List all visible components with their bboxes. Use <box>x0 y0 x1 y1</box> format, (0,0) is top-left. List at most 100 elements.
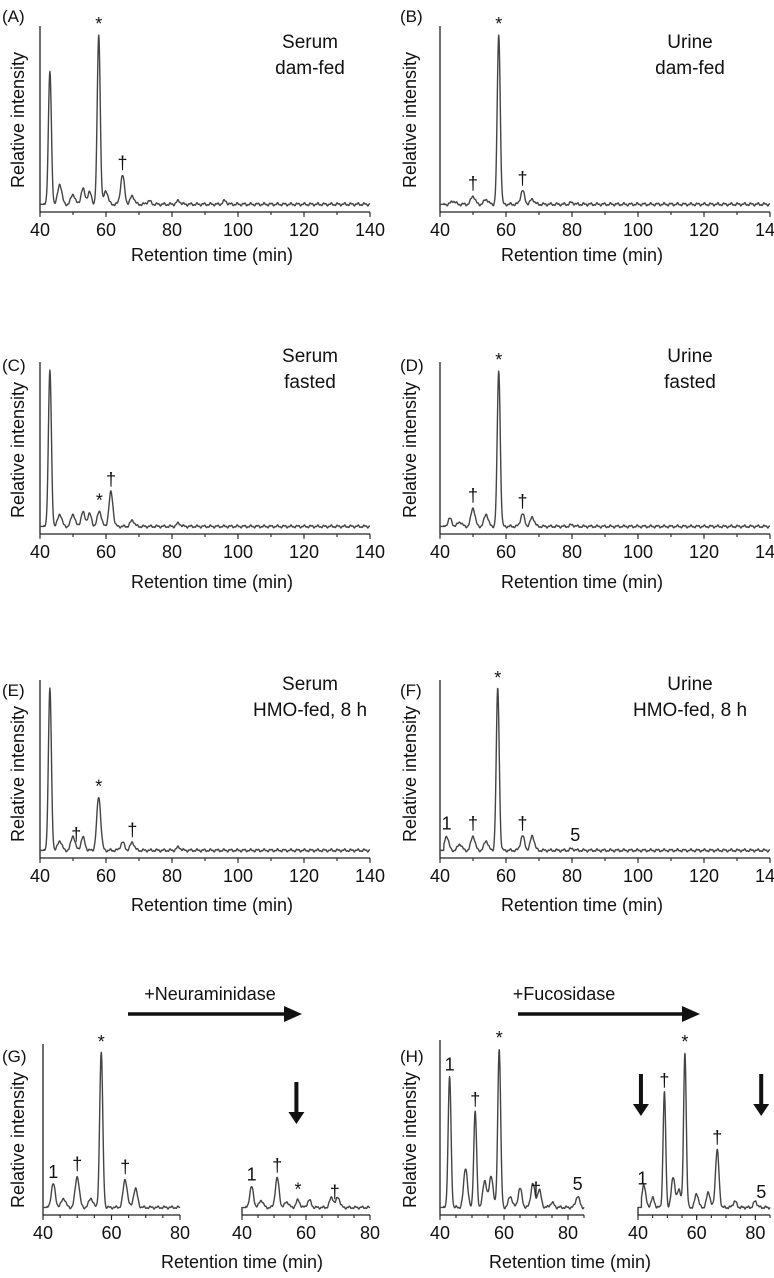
peak-annotation: † <box>106 470 116 490</box>
chromatogram-trace <box>241 1176 371 1210</box>
enzyme-treatment-arrow: +Fucosidase <box>513 984 700 1022</box>
peak-annotation: * <box>98 1032 105 1052</box>
x-tick-label: 80 <box>162 220 182 240</box>
y-axis-label: Relative intensity <box>400 52 420 188</box>
chromatogram-trace <box>637 1052 771 1210</box>
x-tick-label: 40 <box>33 1223 53 1243</box>
chart-panel-7: 40 60 80 (G) Relative intensity Retention tim… <box>2 1032 323 1272</box>
chromatogram-trace <box>39 34 371 207</box>
x-axis-label: Retention time (min) <box>501 572 663 592</box>
y-axis-label: Relative intensity <box>400 382 420 518</box>
chart-panel-5: 40 60 80 100 120 140 (E) Relative intensity Rete… <box>2 674 385 915</box>
x-tick-label: 60 <box>296 1223 316 1243</box>
x-tick-label: 60 <box>496 866 516 886</box>
down-arrow-head <box>632 1104 649 1116</box>
x-tick-label: 40 <box>430 220 450 240</box>
x-tick-label: 40 <box>30 542 50 562</box>
peak-annotation: † <box>517 813 527 833</box>
sample-title-line: Serum <box>282 32 338 53</box>
x-tick-label: 80 <box>562 866 582 886</box>
x-tick-label: 140 <box>755 542 774 562</box>
peak-annotation: * <box>96 490 103 510</box>
peak-annotation: † <box>531 1179 541 1199</box>
x-tick-label: 40 <box>430 866 450 886</box>
x-tick-label: 140 <box>755 866 774 886</box>
x-tick-label: 80 <box>745 1223 765 1243</box>
x-axis-label: Retention time (min) <box>161 1252 323 1272</box>
panel-letter: (B) <box>400 7 423 26</box>
sample-title-line: fasted <box>664 372 716 393</box>
peak-annotation: † <box>468 174 478 194</box>
x-tick-label: 40 <box>628 1223 648 1243</box>
sample-title-line: fasted <box>284 372 336 393</box>
right-arrow-head <box>284 1006 302 1022</box>
peak-annotation: 5 <box>573 1174 583 1194</box>
chromatogram-trace <box>42 1051 181 1210</box>
chart-panel-2: 40 60 80 100 120 140 (B) Relative intensity Rete… <box>400 7 774 265</box>
sample-title-line: Urine <box>667 32 712 53</box>
panel-letter: (A) <box>2 7 25 26</box>
peak-annotation: † <box>659 1070 669 1090</box>
chart-panel-1: 40 60 80 100 120 140 (A) Relative intensity Rete… <box>2 7 385 265</box>
y-axis-label: Relative intensity <box>8 1072 28 1208</box>
x-tick-label: 40 <box>30 866 50 886</box>
chromatogram-trace <box>39 369 371 529</box>
x-axis-label: Retention time (min) <box>131 895 293 915</box>
panel-letter: (C) <box>2 356 26 375</box>
peak-annotation: * <box>496 1028 503 1048</box>
sample-title-line: Serum <box>282 346 338 367</box>
peak-annotation: * <box>495 350 502 370</box>
x-tick-label: 60 <box>96 220 116 240</box>
peak-annotation: * <box>95 14 102 34</box>
x-tick-label: 60 <box>96 542 116 562</box>
peak-annotation: † <box>330 1182 340 1202</box>
peak-annotation: 5 <box>756 1182 766 1202</box>
chromatogram-trace <box>439 1049 585 1210</box>
peak-annotation: † <box>120 1157 130 1177</box>
peak-annotation: † <box>72 1154 82 1174</box>
x-tick-label: 80 <box>162 866 182 886</box>
y-axis-label: Relative intensity <box>400 706 420 842</box>
x-tick-label: 120 <box>289 542 319 562</box>
sample-title-line: Serum <box>282 674 338 695</box>
x-tick-label: 100 <box>623 866 653 886</box>
chart-panel-6: 40 60 80 100 120 140 (F) Relative intensity Rete… <box>400 668 774 915</box>
peak-annotation: 1 <box>247 1164 257 1184</box>
x-tick-label: 120 <box>289 220 319 240</box>
x-tick-label: 140 <box>355 220 385 240</box>
peak-annotation: 1 <box>445 1055 455 1075</box>
chromatogram-trace <box>439 687 771 853</box>
peak-annotation: † <box>71 824 81 844</box>
y-axis-label: Relative intensity <box>8 382 28 518</box>
x-tick-label: 80 <box>162 542 182 562</box>
sample-title-line: Urine <box>667 346 712 367</box>
peak-annotation: * <box>495 14 502 34</box>
x-tick-label: 80 <box>562 542 582 562</box>
x-tick-label: 140 <box>755 220 774 240</box>
x-axis-label: Retention time (min) <box>501 895 663 915</box>
chart-panel-10: 40 60 80 Retention time (min) 1 † * † 5 <box>489 1032 771 1272</box>
panel-letter: (D) <box>400 356 424 375</box>
x-tick-label: 80 <box>360 1223 380 1243</box>
peak-annotation: † <box>470 1090 480 1110</box>
peak-annotation: 1 <box>637 1169 647 1189</box>
x-tick-label: 80 <box>558 1223 578 1243</box>
x-tick-label: 60 <box>96 866 116 886</box>
peak-annotation: * <box>294 1180 301 1200</box>
x-axis-label: Retention time (min) <box>489 1252 651 1272</box>
sample-title-line: HMO-fed, 8 h <box>253 700 367 721</box>
x-tick-label: 120 <box>689 220 719 240</box>
peak-annotation: † <box>127 820 137 840</box>
peak-annotation: * <box>95 777 102 797</box>
chart-panel-8: 40 60 80 1 † * † <box>232 1082 380 1243</box>
x-tick-label: 40 <box>430 542 450 562</box>
peak-annotation: † <box>117 153 127 173</box>
peak-annotation: * <box>494 668 501 688</box>
sample-title-line: dam-fed <box>655 58 725 79</box>
peak-annotation: 1 <box>442 813 452 833</box>
x-tick-label: 100 <box>223 866 253 886</box>
down-arrow-head <box>288 1112 305 1124</box>
x-tick-label: 60 <box>101 1223 121 1243</box>
chromatogram-trace <box>439 370 771 529</box>
